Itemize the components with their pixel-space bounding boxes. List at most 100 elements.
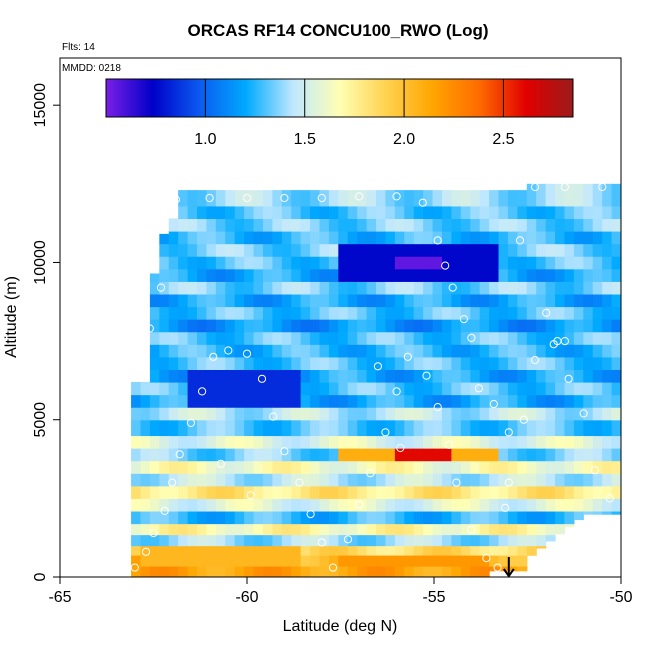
- heatmap-cell: [253, 256, 264, 270]
- heatmap-cell: [159, 448, 170, 462]
- flight-point: [328, 563, 338, 572]
- heatmap-cell: [131, 419, 142, 437]
- heatmap-cell: [470, 190, 481, 207]
- heatmap-cell: [555, 498, 566, 512]
- heatmap-cell: [300, 534, 311, 547]
- heatmap-cell: [555, 448, 566, 462]
- flight-point: [373, 362, 382, 371]
- heatmap-cell: [489, 369, 500, 383]
- heatmap-cell: [140, 419, 151, 437]
- heatmap-cell: [394, 356, 405, 370]
- heatmap-cell: [206, 369, 217, 383]
- flight-point: [560, 337, 570, 346]
- heatmap-cell: [394, 473, 405, 487]
- heatmap-cell: [545, 381, 556, 396]
- heatmap-cell: [244, 256, 255, 270]
- heatmap-cell: [253, 554, 264, 567]
- heatmap-cell: [300, 545, 311, 556]
- heatmap-cell: [244, 306, 255, 320]
- heatmap-cell: [498, 565, 509, 572]
- flight-point: [433, 236, 442, 245]
- heatmap-cell: [536, 473, 547, 487]
- heatmap-cell: [385, 190, 396, 207]
- flight-point: [444, 440, 454, 449]
- heatmap-cell: [583, 419, 594, 437]
- heatmap-cell: [460, 381, 471, 396]
- heatmap-cell: [281, 460, 292, 474]
- heatmap-cell: [310, 473, 321, 487]
- heatmap-cell: [611, 205, 621, 220]
- heatmap-cell: [564, 205, 575, 220]
- heatmap-cell: [338, 448, 349, 462]
- flight-point: [560, 182, 570, 192]
- heatmap-cell: [423, 510, 434, 525]
- heatmap-cell: [583, 473, 594, 487]
- heatmap-cell: [517, 485, 528, 499]
- flight-point: [418, 198, 427, 207]
- heatmap-cell: [413, 565, 424, 577]
- heatmap-cell: [328, 419, 339, 437]
- flight-point: [257, 374, 267, 383]
- heatmap-cell: [291, 281, 302, 295]
- heatmap-cell: [253, 205, 264, 220]
- heatmap-cell: [149, 306, 160, 320]
- heatmap-cell: [168, 243, 179, 257]
- heatmap-cell: [460, 218, 471, 232]
- heatmap-cell: [253, 331, 264, 345]
- flight-point: [343, 535, 353, 544]
- heatmap-cell: [291, 190, 302, 207]
- heatmap-cell: [310, 510, 321, 525]
- heatmap-cell: [347, 554, 358, 567]
- flight-point: [489, 399, 498, 409]
- heatmap-cell: [347, 256, 358, 270]
- heatmap-cell: [498, 485, 509, 499]
- heatmap-cell: [479, 344, 490, 358]
- heatmap-cell: [517, 473, 528, 487]
- heatmap-cell: [159, 545, 170, 556]
- heatmap-cell: [187, 319, 198, 333]
- heatmap-cell: [451, 534, 462, 547]
- heatmap-cell: [234, 554, 245, 567]
- heatmap-cell: [441, 344, 452, 358]
- heatmap-cell: [215, 485, 226, 499]
- heatmap-cell: [206, 306, 217, 320]
- heatmap-cell: [376, 369, 387, 383]
- heatmap-cell: [178, 293, 189, 308]
- heatmap-cell: [244, 498, 255, 512]
- heatmap-cell: [385, 306, 396, 320]
- heatmap-cell: [441, 331, 452, 345]
- heatmap-cell: [432, 356, 443, 370]
- heatmap-cell: [564, 331, 575, 345]
- heatmap-cell: [357, 369, 368, 383]
- heatmap-cell: [215, 394, 226, 408]
- heatmap-cell: [441, 369, 452, 383]
- heatmap-cell: [357, 205, 368, 220]
- heatmap-cell: [225, 545, 236, 556]
- heatmap-cell: [366, 218, 377, 232]
- heatmap-cell: [611, 183, 621, 207]
- heatmap-cell: [413, 319, 424, 333]
- heatmap-cell: [583, 344, 594, 358]
- heatmap-cell: [300, 268, 311, 282]
- heatmap-cell: [536, 435, 547, 449]
- heatmap-cell: [536, 256, 547, 270]
- heatmap-cell: [536, 510, 547, 525]
- heatmap-cell: [366, 534, 377, 547]
- flight-point: [280, 447, 289, 456]
- heatmap-cell: [536, 498, 547, 512]
- heatmap-cell: [178, 534, 189, 547]
- heatmap-cell: [489, 268, 500, 282]
- heatmap-cell: [564, 369, 575, 383]
- heatmap-cell: [526, 331, 537, 345]
- heatmap-cell: [140, 485, 151, 499]
- flight-point: [242, 349, 252, 358]
- heatmap-cell: [536, 205, 547, 220]
- heatmap-cell: [187, 306, 198, 320]
- heatmap-cell: [602, 344, 613, 358]
- heatmap-cell: [328, 510, 339, 525]
- heatmap-cell: [526, 460, 537, 474]
- heatmap-cell: [338, 268, 349, 282]
- heatmap-cell: [234, 293, 245, 308]
- flight-point: [493, 563, 502, 572]
